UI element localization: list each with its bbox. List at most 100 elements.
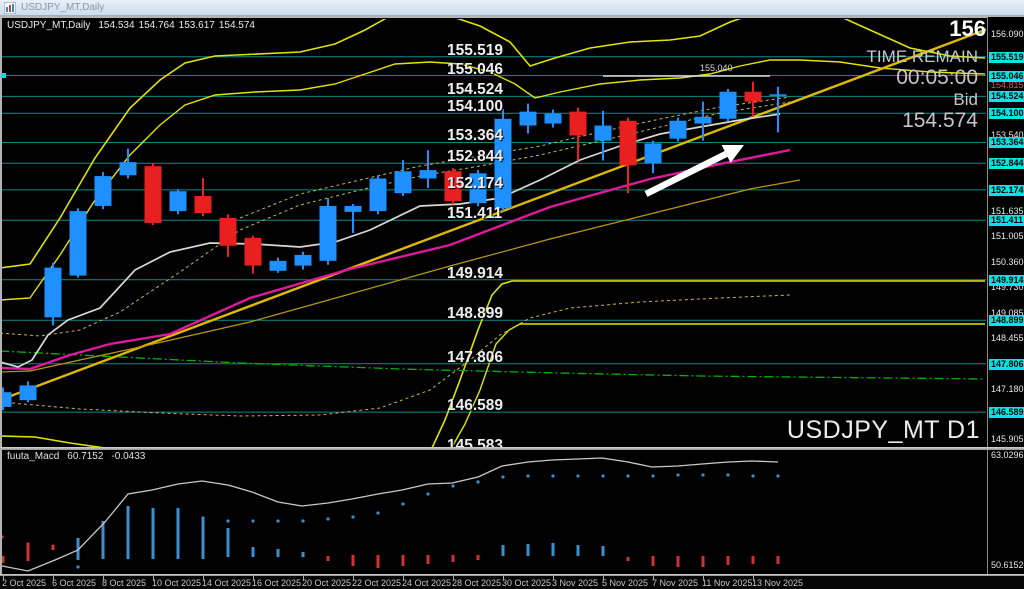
- candle: [369, 178, 387, 212]
- indicator-line: [2, 101, 791, 337]
- time-axis-tick: [403, 576, 404, 580]
- scale-level-chip: 155.046: [989, 70, 1024, 82]
- arrow-annotation[interactable]: [644, 151, 728, 197]
- macd-bar: [401, 555, 405, 566]
- macd-dot: [201, 516, 205, 520]
- candle: [644, 143, 662, 164]
- date-label: 6 Oct 2025: [52, 578, 97, 588]
- time-axis-tick: [753, 576, 754, 580]
- main-pane[interactable]: [0, 10, 990, 470]
- hline-price-label: 155.040: [700, 63, 733, 73]
- candle: [494, 118, 512, 209]
- macd-dot: [501, 475, 505, 479]
- date-label: 10 Oct 2025: [152, 578, 202, 588]
- info-open: 154.534: [98, 20, 135, 31]
- macd-dot: [326, 517, 330, 521]
- time-axis-tick: [553, 576, 554, 580]
- pane-splitter[interactable]: [0, 447, 1024, 450]
- date-label: 5 Nov 2025: [602, 578, 649, 588]
- candle: [319, 205, 337, 261]
- ohlc-info-line: USDJPY_MT,Daily 154.534 154.764 153.617 154.…: [7, 20, 259, 31]
- indicator-line: [239, 96, 791, 219]
- info-symbol: USDJPY_MT,Daily: [7, 20, 91, 31]
- macd-dot: [251, 519, 255, 523]
- overlay-level-label: 148.899: [447, 305, 504, 323]
- macd-dot: [226, 519, 230, 523]
- date-label: 8 Oct 2025: [102, 578, 147, 588]
- indicator-line: [451, 323, 985, 447]
- date-label: 7 Nov 2025: [652, 578, 699, 588]
- scale-level-chip: 154.524: [989, 91, 1024, 103]
- macd-bar: [476, 555, 480, 560]
- time-axis-tick: [203, 576, 204, 580]
- macd-bar: [651, 556, 655, 566]
- scale-level-chip: 152.844: [989, 158, 1024, 170]
- macd-bar: [351, 555, 355, 566]
- candle: [719, 91, 737, 119]
- macd-value2: -0.0433: [111, 451, 146, 462]
- macd-name: fuuta_Macd: [7, 451, 60, 462]
- date-label: 14 Oct 2025: [202, 578, 252, 588]
- candle: [144, 166, 162, 224]
- overlay-level-label: 149.914: [447, 264, 504, 282]
- price-scale[interactable]: 63.0296 50.6152 156.090 153.540 151.635 151…: [987, 17, 1024, 574]
- symbol-watermark: USDJPY_MT D1: [786, 416, 980, 444]
- window-titlebar[interactable]: USDJPY_MT,Daily: [0, 0, 1024, 16]
- candle: [569, 111, 587, 136]
- macd-indicator-header: fuuta_Macd 60.7152 -0.0433: [7, 451, 153, 462]
- level-marker: [1, 73, 6, 78]
- scale-level-chip: 151.411: [989, 215, 1024, 227]
- time-axis-tick: [353, 576, 354, 580]
- candle: [769, 94, 787, 96]
- macd-scale-bottom: 50.6152: [991, 560, 1024, 570]
- macd-dot: [551, 474, 555, 478]
- time-axis-tick: [303, 576, 304, 580]
- macd-bar: [501, 545, 505, 556]
- macd-dot: [401, 502, 405, 506]
- chart-window-frame: [0, 16, 1024, 589]
- macd-pane[interactable]: [0, 457, 780, 572]
- scale-level-chip: 146.589: [989, 407, 1024, 419]
- macd-dot: [26, 542, 30, 546]
- macd-dot: [2, 535, 4, 539]
- macd-dot: [776, 474, 780, 478]
- axis-splitter[interactable]: [0, 574, 1024, 576]
- macd-bar: [201, 517, 205, 559]
- candle: [519, 111, 537, 126]
- macd-bar: [526, 544, 530, 556]
- candle: [44, 267, 62, 318]
- bid-value: 154.574: [902, 109, 978, 132]
- candle: [619, 120, 637, 166]
- big-price-readout: 156: [949, 16, 986, 41]
- macd-bar: [376, 555, 380, 568]
- scale-level-chip: 155.519: [989, 51, 1024, 63]
- scale-label: 149.085: [991, 307, 1024, 318]
- time-remain-label: TIME REMAIN: [866, 47, 978, 66]
- candle: [219, 217, 237, 246]
- date-label: 22 Oct 2025: [352, 578, 402, 588]
- arrow-head: [721, 145, 744, 163]
- macd-bar: [176, 508, 180, 559]
- overlay-level-label: 152.174: [447, 174, 504, 192]
- overlay-level-label: 153.364: [447, 127, 504, 145]
- scale-label: 156.090: [991, 29, 1024, 39]
- macd-bar: [451, 555, 455, 562]
- date-label: 16 Oct 2025: [252, 578, 302, 588]
- date-label: 11 Nov 2025: [702, 578, 753, 588]
- macd-dot: [301, 519, 305, 523]
- time-axis[interactable]: 2 Oct 2025 6 Oct 2025 8 Oct 2025 10 Oct 202…: [0, 576, 1024, 589]
- macd-bar: [51, 546, 55, 550]
- scale-level-chip: 148.899: [989, 315, 1024, 327]
- info-high: 154.764: [138, 20, 175, 31]
- macd-bar: [26, 543, 30, 561]
- time-axis-tick: [253, 576, 254, 580]
- date-label: 30 Oct 2025: [502, 578, 552, 588]
- macd-dot: [276, 519, 280, 523]
- macd-dot: [676, 473, 680, 477]
- macd-bar: [551, 543, 555, 556]
- candle: [119, 162, 137, 176]
- macd-dot: [526, 474, 530, 478]
- macd-dot: [51, 544, 55, 548]
